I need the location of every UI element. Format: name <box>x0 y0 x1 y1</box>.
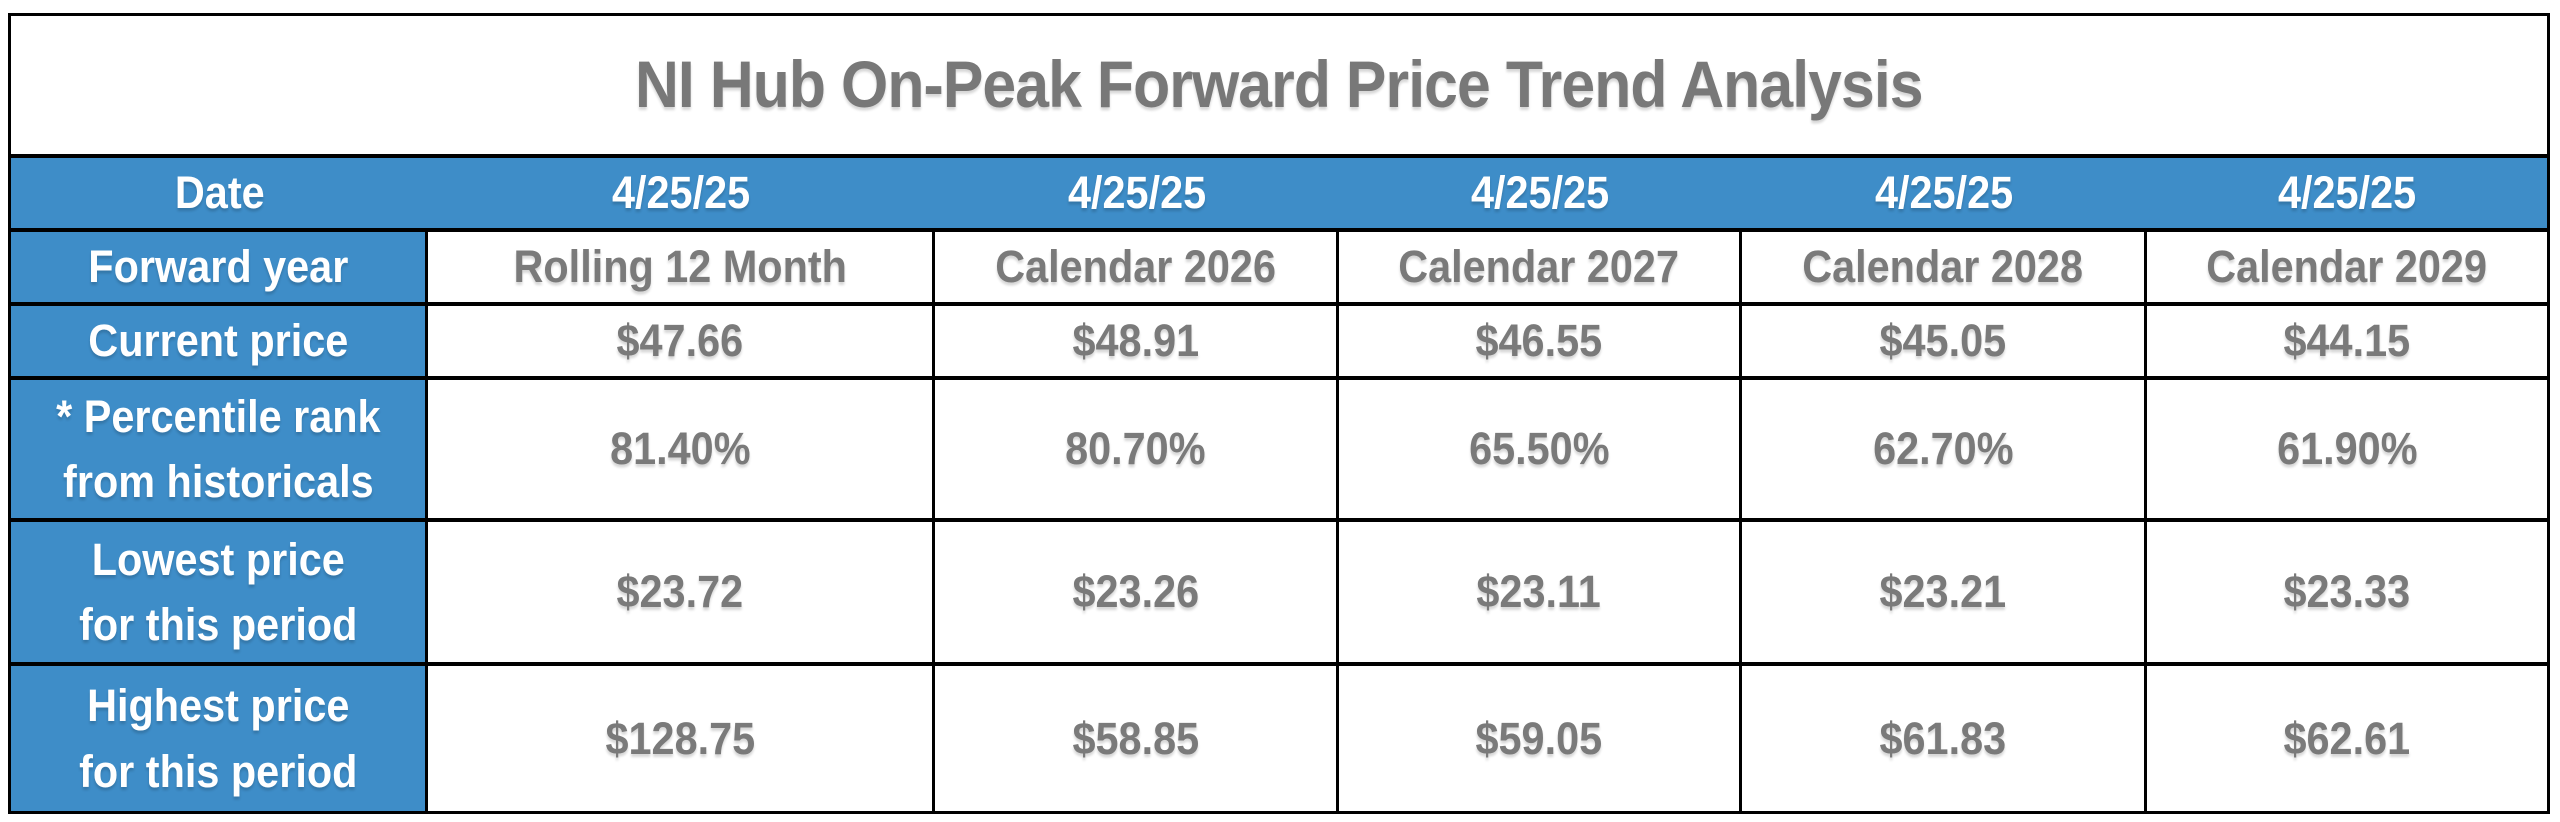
forward-year-cell-3: Calendar 2027 <box>1339 232 1742 306</box>
forward-year-cell-2: Calendar 2026 <box>935 232 1339 306</box>
forward-price-table: NI Hub On-Peak Forward Price Trend Analy… <box>8 13 2550 814</box>
forward-year-cell-4: Calendar 2028 <box>1742 232 2147 306</box>
date-value: 4/25/25 <box>1471 167 1610 219</box>
row-label-line2: for this period <box>78 599 358 650</box>
cell-value: 81.40% <box>609 423 751 475</box>
highest-price-cell-4: $61.83 <box>1742 666 2147 811</box>
lowest-price-cell-3: $23.11 <box>1339 522 1742 666</box>
cell-value: $23.72 <box>616 566 744 618</box>
row-label-highest-price: Highest price for this period <box>11 666 428 811</box>
percentile-cell-3: 65.50% <box>1339 380 1742 522</box>
row-label: Current price <box>88 315 348 367</box>
date-cell-3: 4/25/25 <box>1339 158 1742 232</box>
forward-year-cell-5: Calendar 2029 <box>2147 232 2547 306</box>
cell-value: $58.85 <box>1072 712 1199 764</box>
cell-value: $23.11 <box>1476 566 1602 618</box>
lowest-price-cell-2: $23.26 <box>935 522 1339 666</box>
cell-value: 61.90% <box>2276 423 2418 475</box>
cell-value: $62.61 <box>2283 712 2411 764</box>
lowest-price-cell-4: $23.21 <box>1742 522 2147 666</box>
cell-value: Rolling 12 Month <box>513 241 847 293</box>
highest-price-cell-5: $62.61 <box>2147 666 2547 811</box>
current-price-cell-2: $48.91 <box>935 306 1339 380</box>
row-label-line2: from historicals <box>62 456 374 507</box>
date-cell-1: 4/25/25 <box>428 158 935 232</box>
cell-value: $23.33 <box>2283 566 2411 618</box>
forward-year-cell-1: Rolling 12 Month <box>428 232 935 306</box>
percentile-cell-4: 62.70% <box>1742 380 2147 522</box>
cell-value: $45.05 <box>1879 315 2007 367</box>
current-price-cell-1: $47.66 <box>428 306 935 380</box>
date-value: 4/25/25 <box>1875 167 2014 219</box>
cell-value: 62.70% <box>1872 423 2014 475</box>
date-cell-5: 4/25/25 <box>2147 158 2547 232</box>
date-value: 4/25/25 <box>612 167 751 219</box>
highest-price-cell-2: $58.85 <box>935 666 1339 811</box>
date-value: 4/25/25 <box>2277 167 2417 219</box>
cell-value: $47.66 <box>616 315 744 367</box>
cell-value: 80.70% <box>1065 423 1206 475</box>
date-value: 4/25/25 <box>1067 167 1207 219</box>
date-row-label: Date <box>174 167 265 219</box>
row-label-current-price: Current price <box>11 306 428 380</box>
current-price-cell-4: $45.05 <box>1742 306 2147 380</box>
cell-value: Calendar 2028 <box>1802 241 2084 293</box>
row-label-forward-year: Forward year <box>11 232 428 306</box>
row-label-line1: Lowest price <box>91 533 345 585</box>
cell-value: Calendar 2029 <box>2206 241 2488 293</box>
row-label: Forward year <box>87 241 349 293</box>
row-label-line2: for this period <box>78 745 358 797</box>
row-label-percentile-rank: * Percentile rank from historicals <box>11 380 428 522</box>
row-label-line1: * Percentile rank <box>55 390 381 442</box>
lowest-price-cell-5: $23.33 <box>2147 522 2547 666</box>
percentile-cell-2: 80.70% <box>935 380 1339 522</box>
cell-value: $44.15 <box>2283 315 2411 367</box>
cell-value: $128.75 <box>605 712 755 764</box>
cell-value: $61.83 <box>1879 712 2007 764</box>
row-label-line1: Highest price <box>86 680 350 732</box>
cell-value: $46.55 <box>1475 315 1603 367</box>
date-cell-2: 4/25/25 <box>935 158 1339 232</box>
table-title-cell: NI Hub On-Peak Forward Price Trend Analy… <box>11 16 2547 158</box>
cell-value: $48.91 <box>1072 315 1199 367</box>
date-row-label-cell: Date <box>11 158 428 232</box>
current-price-cell-5: $44.15 <box>2147 306 2547 380</box>
cell-value: $59.05 <box>1475 712 1603 764</box>
cell-value: $23.26 <box>1072 566 1199 618</box>
percentile-cell-1: 81.40% <box>428 380 935 522</box>
table-title: NI Hub On-Peak Forward Price Trend Analy… <box>635 47 1924 122</box>
cell-value: Calendar 2026 <box>995 241 1276 293</box>
highest-price-cell-1: $128.75 <box>428 666 935 811</box>
percentile-cell-5: 61.90% <box>2147 380 2547 522</box>
cell-value: $23.21 <box>1879 566 2007 618</box>
lowest-price-cell-1: $23.72 <box>428 522 935 666</box>
row-label-lowest-price: Lowest price for this period <box>11 522 428 666</box>
date-cell-4: 4/25/25 <box>1742 158 2147 232</box>
cell-value: Calendar 2027 <box>1398 241 1680 293</box>
highest-price-cell-3: $59.05 <box>1339 666 1742 811</box>
cell-value: 65.50% <box>1468 423 1610 475</box>
current-price-cell-3: $46.55 <box>1339 306 1742 380</box>
